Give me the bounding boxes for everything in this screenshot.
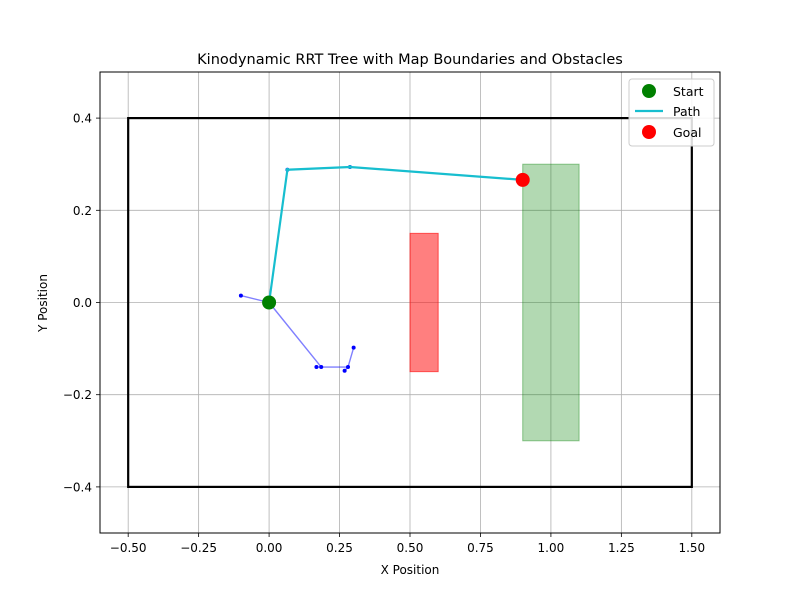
tree-edge [347, 347, 355, 368]
y-axis-ticks: −0.4 −0.2 0.0 0.2 0.4 [63, 112, 100, 494]
tree-node [319, 365, 324, 370]
chart-title: Kinodynamic RRT Tree with Map Boundaries… [197, 52, 623, 68]
path-point [348, 165, 352, 169]
map-boundary [127, 116, 693, 488]
x-tick-label: 0.75 [467, 541, 494, 555]
tree-node [351, 345, 356, 350]
obstacles [409, 163, 580, 442]
tree-node [346, 365, 350, 370]
x-tick-label: −0.25 [180, 541, 217, 555]
legend: Start Path Goal [628, 78, 715, 147]
path-line [268, 165, 523, 303]
path-point [285, 167, 290, 172]
x-tick-label: 1.50 [678, 541, 705, 555]
goal-marker [515, 172, 530, 187]
x-axis-ticks: −0.50 −0.25 0.00 0.25 0.50 0.75 1.00 1.25 1.50 [110, 533, 705, 555]
legend-path-label: Path [673, 104, 700, 119]
legend-goal-label: Goal [673, 125, 701, 140]
x-tick-label: 0.50 [397, 541, 424, 555]
y-tick-label: −0.4 [63, 480, 92, 494]
y-tick-label: 0.2 [73, 204, 92, 218]
tree-node [342, 368, 347, 373]
x-tick-label: −0.50 [110, 541, 147, 555]
obstacle [522, 163, 580, 442]
legend-start-label: Start [673, 84, 704, 99]
tree-node [238, 293, 243, 298]
x-axis-label: X Position [381, 563, 440, 577]
legend-goal-marker [642, 125, 656, 139]
y-axis-label: Y Position [36, 274, 50, 333]
x-tick-label: 0.25 [326, 541, 353, 555]
y-tick-label: −0.2 [63, 388, 92, 402]
y-tick-label: 0.0 [73, 296, 92, 310]
obstacle [409, 232, 439, 373]
start-marker [262, 295, 277, 310]
plot-area [99, 71, 721, 534]
x-tick-label: 1.25 [608, 541, 635, 555]
y-tick-label: 0.4 [73, 112, 92, 126]
x-tick-label: 0.00 [256, 541, 283, 555]
x-tick-label: 1.00 [538, 541, 565, 555]
tree-edge [268, 302, 322, 368]
tree-node [314, 365, 319, 370]
legend-start-marker [642, 84, 656, 98]
